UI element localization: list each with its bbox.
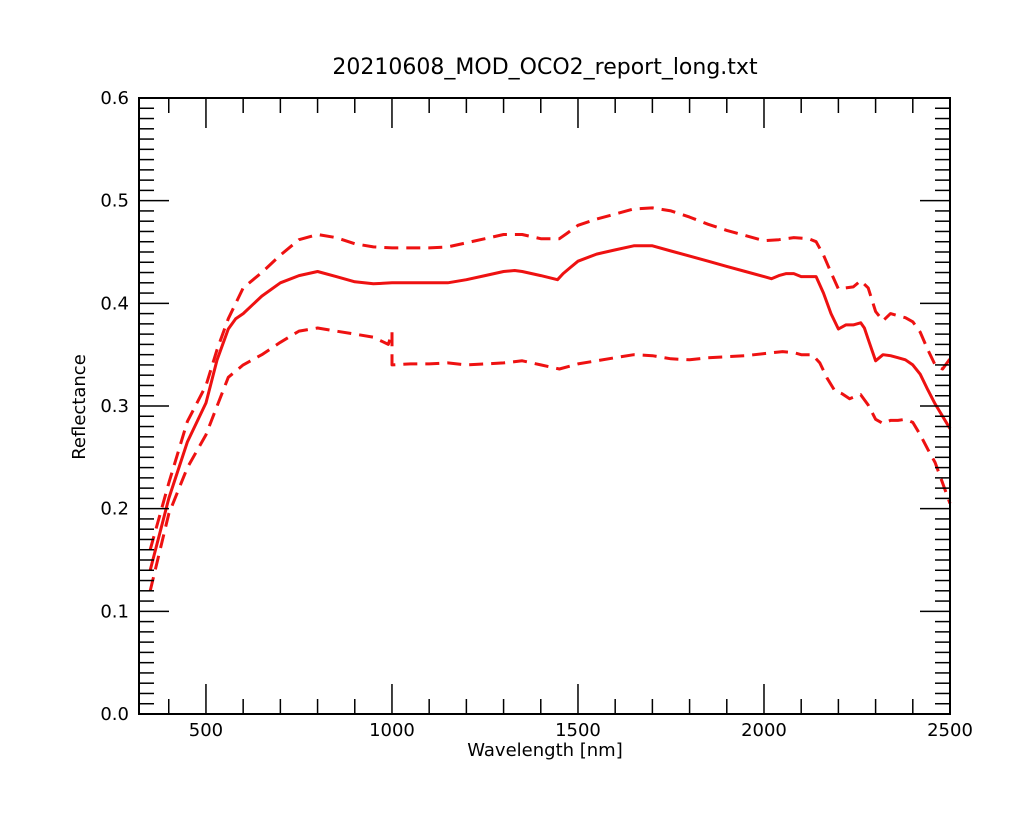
series-line-1 <box>148 244 952 571</box>
x-tick-label: 2000 <box>741 720 787 741</box>
plot-frame <box>138 97 951 715</box>
y-tick-label: 0.2 <box>100 499 129 520</box>
y-tick-label: 0.4 <box>100 293 129 314</box>
series-line-3 <box>148 326 952 592</box>
x-tick-labels: 500 1000 1500 2000 2500 <box>189 720 973 741</box>
x-axis-label: Wavelength [nm] <box>467 740 623 761</box>
series-layer <box>148 206 952 592</box>
y-tick-label: 0.5 <box>100 191 129 212</box>
y-tick-label: 0.1 <box>100 601 129 622</box>
x-tick-label: 500 <box>189 720 223 741</box>
y-tick-label: 0.6 <box>100 88 129 109</box>
x-tick-label: 1000 <box>369 720 415 741</box>
x-tick-label: 2500 <box>927 720 973 741</box>
y-tick-label: 0.3 <box>100 396 129 417</box>
tick-layer <box>139 97 951 715</box>
y-tick-label: 0.0 <box>100 704 129 725</box>
y-tick-labels: 0.0 0.1 0.2 0.3 0.4 0.5 0.6 <box>100 88 129 725</box>
x-tick-label: 1500 <box>555 720 601 741</box>
series-line-2 <box>148 206 952 551</box>
chart-title: 20210608_MOD_OCO2_report_long.txt <box>332 55 758 80</box>
y-axis-label: Reflectance <box>69 354 90 460</box>
